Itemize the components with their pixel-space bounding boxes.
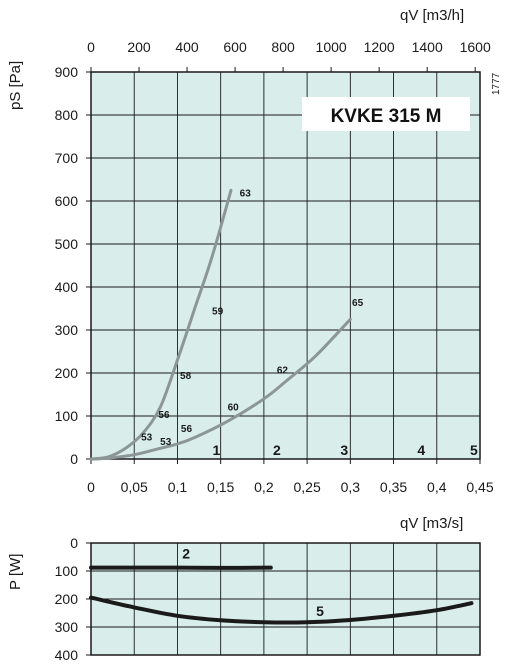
pressure-tick-label: 600 bbox=[55, 193, 79, 209]
pressure-axis-ticks: 0 100 200 300 400 500 600 700 800 900 bbox=[55, 64, 91, 467]
pressure-tick-label: 200 bbox=[55, 365, 79, 381]
flow-tick-label: 0,1 bbox=[168, 479, 188, 495]
region-label: 3 bbox=[340, 442, 348, 458]
noise-level-label: 56 bbox=[181, 424, 193, 435]
top-tick-label: 600 bbox=[223, 39, 247, 55]
top-tick-label: 800 bbox=[271, 39, 295, 55]
power-grid bbox=[91, 543, 480, 655]
pressure-tick-label: 0 bbox=[70, 451, 78, 467]
noise-level-label: 58 bbox=[180, 371, 192, 382]
diagram-code: 1777 bbox=[491, 72, 502, 95]
top-axis-title: qV [m3/h] bbox=[400, 7, 464, 24]
region-label: 4 bbox=[417, 442, 425, 458]
pressure-plot-area bbox=[90, 71, 481, 460]
flow-axis-title: qV [m3/s] bbox=[400, 515, 463, 532]
flow-tick-label: 0,35 bbox=[380, 479, 407, 495]
noise-level-label: 53 bbox=[160, 437, 172, 448]
power-tick-label: 0 bbox=[70, 535, 78, 551]
power-curve-labels: 25 bbox=[182, 545, 324, 618]
flow-tick-label: 0 bbox=[87, 479, 95, 495]
noise-level-label: 60 bbox=[228, 403, 240, 414]
top-tick-label: 400 bbox=[175, 39, 199, 55]
power-curve-label: 2 bbox=[182, 545, 190, 561]
flow-tick-label: 0,45 bbox=[466, 479, 493, 495]
pressure-axis-title: pS [Pa] bbox=[7, 61, 24, 110]
pressure-tick-label: 500 bbox=[55, 236, 79, 252]
power-axis-ticks: 0 100 200 300 400 bbox=[55, 535, 91, 663]
power-curve-label: 5 bbox=[316, 603, 324, 619]
pressure-tick-label: 400 bbox=[55, 279, 79, 295]
pressure-tick-label: 700 bbox=[55, 150, 79, 166]
pressure-tick-label: 800 bbox=[55, 107, 79, 123]
flow-tick-label: 0,4 bbox=[427, 479, 447, 495]
flow-tick-label: 0,2 bbox=[254, 479, 274, 495]
pressure-tick-label: 300 bbox=[55, 322, 79, 338]
pressure-point-labels: 63 59 58 56 53 53 56 60 62 65 bbox=[141, 188, 363, 448]
flow-tick-label: 0,15 bbox=[207, 479, 234, 495]
region-label: 2 bbox=[273, 442, 281, 458]
noise-level-label: 59 bbox=[212, 307, 224, 318]
top-tick-label: 0 bbox=[87, 39, 95, 55]
region-label: 5 bbox=[470, 442, 478, 458]
flow-tick-label: 0,05 bbox=[121, 479, 148, 495]
top-tick-label: 1000 bbox=[316, 39, 347, 55]
top-tick-label: 1400 bbox=[412, 39, 443, 55]
power-curves bbox=[89, 565, 474, 625]
top-axis-ticks: 0 200 400 600 800 1000 1200 1400 1600 bbox=[87, 39, 491, 72]
power-curve-5 bbox=[89, 595, 474, 625]
power-axis-title: P [W] bbox=[7, 554, 24, 590]
pressure-curve-1 bbox=[89, 188, 233, 461]
top-tick-label: 1600 bbox=[460, 39, 491, 55]
flow-axis-ticks: 0 0,05 0,1 0,15 0,2 0,25 0,3 0,35 0,4 0,45 bbox=[87, 459, 494, 495]
model-label-box bbox=[302, 97, 470, 131]
noise-level-label: 63 bbox=[240, 188, 252, 199]
power-tick-label: 300 bbox=[55, 619, 79, 635]
top-tick-label: 1200 bbox=[364, 39, 395, 55]
noise-level-label: 62 bbox=[277, 366, 289, 377]
flow-tick-label: 0,25 bbox=[293, 479, 320, 495]
flow-tick-label: 0,3 bbox=[341, 479, 361, 495]
noise-level-label: 53 bbox=[141, 433, 153, 444]
region-label: 1 bbox=[212, 442, 220, 458]
pressure-tick-label: 900 bbox=[55, 64, 79, 80]
top-tick-label: 200 bbox=[127, 39, 151, 55]
pressure-tick-label: 100 bbox=[55, 408, 79, 424]
model-label: KVKE 315 M bbox=[331, 106, 442, 127]
power-tick-label: 100 bbox=[55, 563, 79, 579]
power-tick-label: 400 bbox=[55, 647, 79, 663]
pressure-curves bbox=[89, 188, 352, 461]
power-tick-label: 200 bbox=[55, 591, 79, 607]
pressure-curve-2 bbox=[89, 317, 352, 461]
region-labels: 1 2 3 4 5 bbox=[212, 442, 478, 458]
noise-level-label: 65 bbox=[352, 298, 364, 309]
noise-level-label: 56 bbox=[158, 410, 170, 421]
